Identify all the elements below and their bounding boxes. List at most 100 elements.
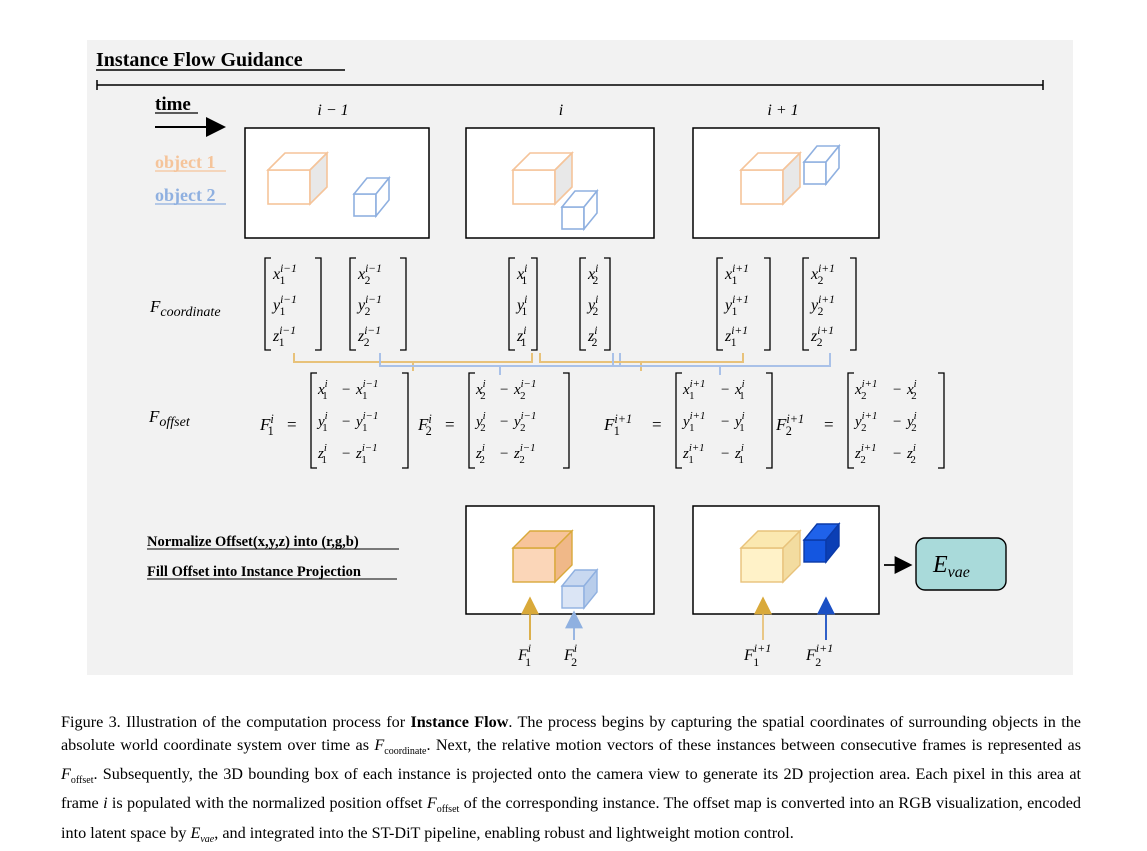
figure-panel: Instance Flow Guidance time object 1 obj…: [87, 40, 1073, 675]
frame-label-next: i + 1: [767, 102, 798, 119]
coord-z-0-0: zi−1 1: [272, 325, 296, 349]
offset-equation-0: Fi 1 =xi 1− xi−1 1yi 1− yi−1 1zi 1− zi−1 1: [259, 372, 409, 469]
minus-y-3: −: [893, 414, 901, 430]
coord-x-0-0: xi−1 1: [272, 263, 297, 287]
step-fill: Fill Offset into Instance Projection: [147, 564, 361, 580]
offset-y-prev-0: yi−1 1: [354, 410, 378, 434]
label-f1-i1: Fi+1 1: [743, 641, 771, 669]
offset-lhs-0: Fi 1: [259, 412, 274, 438]
offset-lhs-2: Fi+1 1: [603, 412, 632, 438]
coordinate-vectors: xi−1 1yi−1 1zi−1 1xi−1 2yi−1 2zi−1 2xi 1yi 1zi 1x…: [264, 257, 857, 351]
offset-x-prev-1: xi−1 2: [513, 378, 536, 402]
minus-y-1: −: [500, 414, 508, 430]
coord-y-0-1: yi−1 2: [356, 294, 382, 318]
offset-y-prev-3: yi 2: [905, 410, 917, 434]
minus-z-0: −: [342, 446, 350, 462]
frame-label-prev: i − 1: [317, 102, 348, 119]
cube-object-1-cur: [511, 151, 574, 206]
offset-y-prev-1: yi−1 2: [512, 410, 536, 434]
equals-1: =: [445, 415, 455, 434]
encoder-box: [915, 537, 1007, 591]
coord-z-1-0: zi 1: [516, 325, 527, 349]
minus-x-0: −: [342, 382, 350, 398]
panel-title: Instance Flow Guidance: [96, 49, 303, 71]
offset-y-cur-2: yi+1 1: [681, 410, 705, 434]
label-f1-i: Fi 1: [517, 641, 531, 669]
offset-y-prev-2: yi 1: [733, 410, 745, 434]
cube-object-1-next: [739, 151, 802, 206]
offset-z-cur-3: zi+1 2: [854, 442, 877, 466]
coord-z-1-1: zi 2: [587, 325, 598, 349]
encoder-label: Evae: [932, 552, 970, 581]
step-normalize: Normalize Offset(x,y,z) into (r,g,b): [147, 534, 359, 550]
equals-2: =: [652, 415, 662, 434]
offset-y-cur-0: yi 1: [316, 410, 328, 434]
offset-lhs-1: Fi 2: [417, 412, 432, 438]
coord-x-1-0: xi 1: [516, 263, 528, 287]
coord-y-0-0: yi−1 1: [271, 294, 297, 318]
offset-z-prev-0: zi−1 1: [355, 442, 378, 466]
offset-z-prev-3: zi 2: [906, 442, 916, 466]
offset-x-cur-3: xi+1 2: [854, 378, 877, 402]
time-label: time: [155, 94, 191, 115]
coord-vector-1-0: xi 1 yi 1 zi 1: [508, 257, 538, 351]
link-brackets: [293, 353, 831, 375]
legend-object-2: object 2: [155, 185, 215, 205]
offset-y-cur-3: yi+1 2: [853, 410, 877, 434]
projected-object-1-frame-i: [511, 529, 574, 584]
coord-z-2-1: zi+1 2: [810, 325, 834, 349]
cube-object-2-cur: [560, 188, 599, 232]
offset-z-cur-0: zi 1: [317, 442, 327, 466]
coord-y-2-0: yi+1 1: [723, 294, 749, 318]
label-f2-i1: Fi+1 2: [805, 641, 833, 669]
offset-x-prev-0: xi−1 1: [355, 378, 378, 402]
minus-y-2: −: [721, 414, 729, 430]
offset-z-cur-2: zi+1 1: [682, 442, 705, 466]
cube-object-2-prev: [352, 175, 391, 219]
offset-z-prev-1: zi−1 2: [513, 442, 536, 466]
coord-y-1-0: yi 1: [515, 294, 528, 318]
offset-x-cur-2: xi+1 1: [682, 378, 705, 402]
coord-x-2-1: xi+1 2: [810, 263, 835, 287]
projected-object-2-frame-i: [560, 568, 599, 610]
offset-z-cur-1: zi 2: [475, 442, 485, 466]
offset-x-cur-1: xi 2: [475, 378, 486, 402]
legend-object-1: object 1: [155, 152, 215, 172]
minus-z-3: −: [893, 446, 901, 462]
offset-x-prev-3: xi 2: [906, 378, 917, 402]
offset-x-prev-2: xi 1: [734, 378, 745, 402]
coord-x-0-1: xi−1 2: [357, 263, 382, 287]
coord-vector-0-1: xi−1 2 yi−1 2 zi−1 2: [349, 257, 407, 351]
frame-label-cur: i: [559, 102, 563, 119]
minus-x-2: −: [721, 382, 729, 398]
offset-x-cur-0: xi 1: [317, 378, 328, 402]
minus-z-1: −: [500, 446, 508, 462]
coord-y-1-1: yi 2: [586, 294, 599, 318]
coord-vector-1-1: xi 2 yi 2 zi 2: [579, 257, 611, 351]
offset-equation-1: Fi 2 =xi 2− xi−1 2yi 2− yi−1 2zi 2− zi−1 2: [417, 372, 570, 469]
minus-x-1: −: [500, 382, 508, 398]
offset-lhs-3: Fi+1 2: [775, 412, 804, 438]
figure-caption: Figure 3. Illustration of the computatio…: [61, 713, 1081, 845]
coord-z-0-1: zi−1 2: [357, 325, 381, 349]
offset-equation-3: Fi+1 2 =xi+1 2− xi 2yi+1 2− yi 2zi+1 2− zi 2: [775, 372, 945, 469]
offset-equation-2: Fi+1 1 =xi+1 1− xi 1yi+1 1− yi 1zi+1 1− zi 1: [603, 372, 773, 469]
coord-vector-2-0: xi+1 1 yi+1 1 zi+1 1: [716, 257, 771, 351]
cube-object-2-next: [802, 143, 841, 187]
f-offset-label: Foffset: [148, 407, 191, 430]
minus-z-2: −: [721, 446, 729, 462]
equals-0: =: [287, 415, 297, 434]
label-f2-i: Fi 2: [563, 641, 577, 669]
equals-3: =: [824, 415, 834, 434]
coord-x-2-0: xi+1 1: [724, 263, 749, 287]
f-coordinate-label: Fcoordinate: [149, 297, 221, 320]
offset-z-prev-2: zi 1: [734, 442, 744, 466]
coord-vector-2-1: xi+1 2 yi+1 2 zi+1 2: [802, 257, 857, 351]
offset-y-cur-1: yi 2: [474, 410, 486, 434]
coord-z-2-0: zi+1 1: [724, 325, 748, 349]
minus-y-0: −: [342, 414, 350, 430]
coord-x-1-1: xi 2: [587, 263, 599, 287]
minus-x-3: −: [893, 382, 901, 398]
coord-y-2-1: yi+1 2: [809, 294, 835, 318]
offset-equations: Fi 1 =xi 1− xi−1 1yi 1− yi−1 1zi 1− zi−1 1Fi 2 =xi 2− x…: [259, 372, 945, 469]
